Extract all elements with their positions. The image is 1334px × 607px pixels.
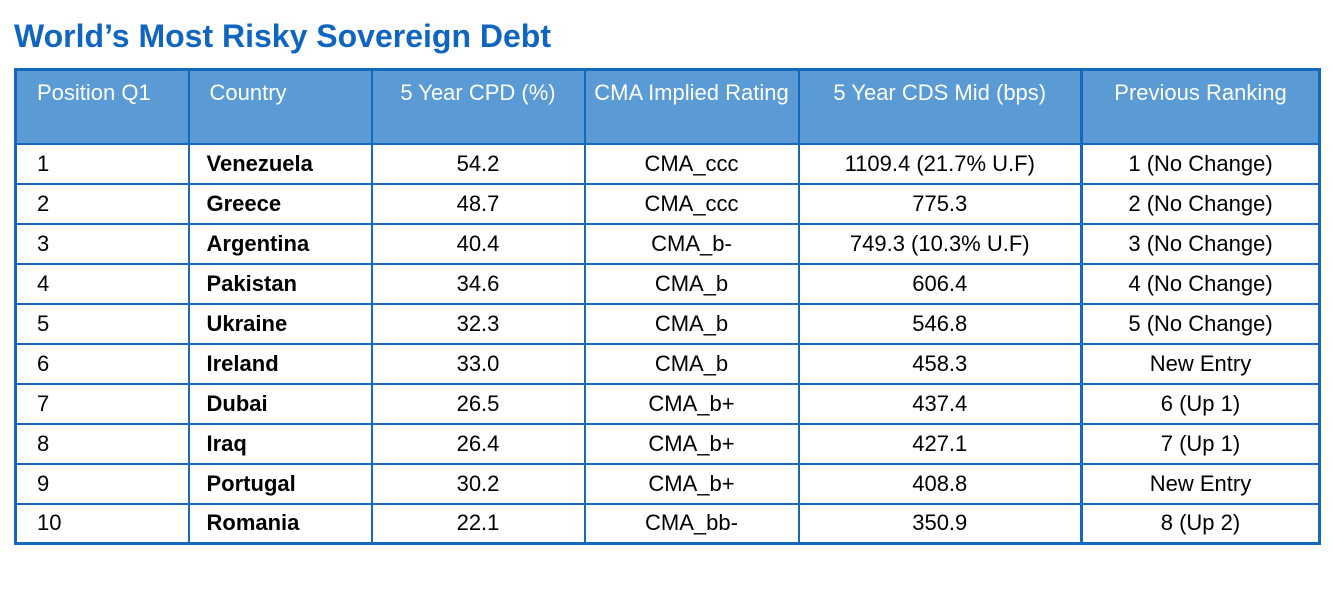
- cell-cpd: 33.0: [370, 342, 586, 385]
- cell-position: 9: [14, 462, 190, 505]
- cell-previous-ranking: 1 (No Change): [1080, 142, 1321, 185]
- cell-cds-mid: 606.4: [797, 262, 1083, 305]
- cell-position: 1: [14, 142, 190, 185]
- cell-cds-mid: 458.3: [797, 342, 1083, 385]
- cell-previous-ranking: 6 (Up 1): [1080, 382, 1321, 425]
- cell-country: Portugal: [187, 462, 373, 505]
- cell-country: Venezuela: [187, 142, 373, 185]
- column-header-position: Position Q1: [14, 68, 190, 145]
- cell-position: 6: [14, 342, 190, 385]
- table-row: 6 Ireland 33.0 CMA_b 458.3 New Entry: [14, 342, 1321, 385]
- cell-cpd: 48.7: [370, 182, 586, 225]
- table-row: 10 Romania 22.1 CMA_bb- 350.9 8 (Up 2): [14, 502, 1321, 545]
- cell-country: Pakistan: [187, 262, 373, 305]
- table-row: 2 Greece 48.7 CMA_ccc 775.3 2 (No Change): [14, 182, 1321, 225]
- cell-previous-ranking: 8 (Up 2): [1080, 502, 1321, 545]
- cell-implied-rating: CMA_b: [583, 262, 800, 305]
- table-row: 8 Iraq 26.4 CMA_b+ 427.1 7 (Up 1): [14, 422, 1321, 465]
- cell-position: 3: [14, 222, 190, 265]
- cell-country: Dubai: [187, 382, 373, 425]
- cell-cds-mid: 546.8: [797, 302, 1083, 345]
- cell-implied-rating: CMA_ccc: [583, 142, 800, 185]
- cell-cds-mid: 437.4: [797, 382, 1083, 425]
- table-row: 9 Portugal 30.2 CMA_b+ 408.8 New Entry: [14, 462, 1321, 505]
- column-header-previous-ranking: Previous Ranking: [1080, 68, 1321, 145]
- cell-implied-rating: CMA_ccc: [583, 182, 800, 225]
- cell-implied-rating: CMA_b: [583, 342, 800, 385]
- table-header: Position Q1 Country 5 Year CPD (%) CMA I…: [14, 68, 1321, 145]
- cell-cpd: 26.4: [370, 422, 586, 465]
- cell-cpd: 40.4: [370, 222, 586, 265]
- cell-cpd: 54.2: [370, 142, 586, 185]
- cell-country: Ireland: [187, 342, 373, 385]
- cell-previous-ranking: 2 (No Change): [1080, 182, 1321, 225]
- cell-country: Greece: [187, 182, 373, 225]
- cell-previous-ranking: 3 (No Change): [1080, 222, 1321, 265]
- cell-cds-mid: 749.3 (10.3% U.F): [797, 222, 1083, 265]
- cell-cds-mid: 427.1: [797, 422, 1083, 465]
- cell-country: Argentina: [187, 222, 373, 265]
- cell-implied-rating: CMA_b+: [583, 462, 800, 505]
- cell-previous-ranking: 7 (Up 1): [1080, 422, 1321, 465]
- cell-country: Romania: [187, 502, 373, 545]
- cell-position: 5: [14, 302, 190, 345]
- cell-position: 10: [14, 502, 190, 545]
- cell-previous-ranking: 4 (No Change): [1080, 262, 1321, 305]
- table-row: 4 Pakistan 34.6 CMA_b 606.4 4 (No Change): [14, 262, 1321, 305]
- column-header-country: Country: [187, 68, 373, 145]
- cell-cds-mid: 775.3: [797, 182, 1083, 225]
- column-header-cpd: 5 Year CPD (%): [370, 68, 586, 145]
- cell-cds-mid: 350.9: [797, 502, 1083, 545]
- table-body: 1 Venezuela 54.2 CMA_ccc 1109.4 (21.7% U.F) 1…: [14, 142, 1321, 545]
- cell-implied-rating: CMA_b: [583, 302, 800, 345]
- cell-position: 8: [14, 422, 190, 465]
- cell-cds-mid: 1109.4 (21.7% U.F): [797, 142, 1083, 185]
- cell-implied-rating: CMA_bb-: [583, 502, 800, 545]
- table-row: 5 Ukraine 32.3 CMA_b 546.8 5 (No Change): [14, 302, 1321, 345]
- column-header-rating: CMA Implied Rating: [583, 68, 800, 145]
- cell-cpd: 34.6: [370, 262, 586, 305]
- cell-cds-mid: 408.8: [797, 462, 1083, 505]
- header-row: Position Q1 Country 5 Year CPD (%) CMA I…: [14, 68, 1321, 145]
- cell-previous-ranking: New Entry: [1080, 462, 1321, 505]
- sovereign-debt-table: Position Q1 Country 5 Year CPD (%) CMA I…: [14, 68, 1321, 545]
- cell-cpd: 26.5: [370, 382, 586, 425]
- page-title: World’s Most Risky Sovereign Debt: [14, 18, 551, 54]
- table-row: 3 Argentina 40.4 CMA_b- 749.3 (10.3% U.F) 3 (…: [14, 222, 1321, 265]
- cell-country: Ukraine: [187, 302, 373, 345]
- column-header-cds: 5 Year CDS Mid (bps): [797, 68, 1083, 145]
- cell-cpd: 32.3: [370, 302, 586, 345]
- cell-position: 7: [14, 382, 190, 425]
- cell-country: Iraq: [187, 422, 373, 465]
- cell-implied-rating: CMA_b+: [583, 422, 800, 465]
- cell-cpd: 30.2: [370, 462, 586, 505]
- cell-position: 4: [14, 262, 190, 305]
- cell-previous-ranking: 5 (No Change): [1080, 302, 1321, 345]
- cell-previous-ranking: New Entry: [1080, 342, 1321, 385]
- table-row: 7 Dubai 26.5 CMA_b+ 437.4 6 (Up 1): [14, 382, 1321, 425]
- cell-implied-rating: CMA_b+: [583, 382, 800, 425]
- cell-implied-rating: CMA_b-: [583, 222, 800, 265]
- cell-cpd: 22.1: [370, 502, 586, 545]
- table-row: 1 Venezuela 54.2 CMA_ccc 1109.4 (21.7% U.F) 1…: [14, 142, 1321, 185]
- cell-position: 2: [14, 182, 190, 225]
